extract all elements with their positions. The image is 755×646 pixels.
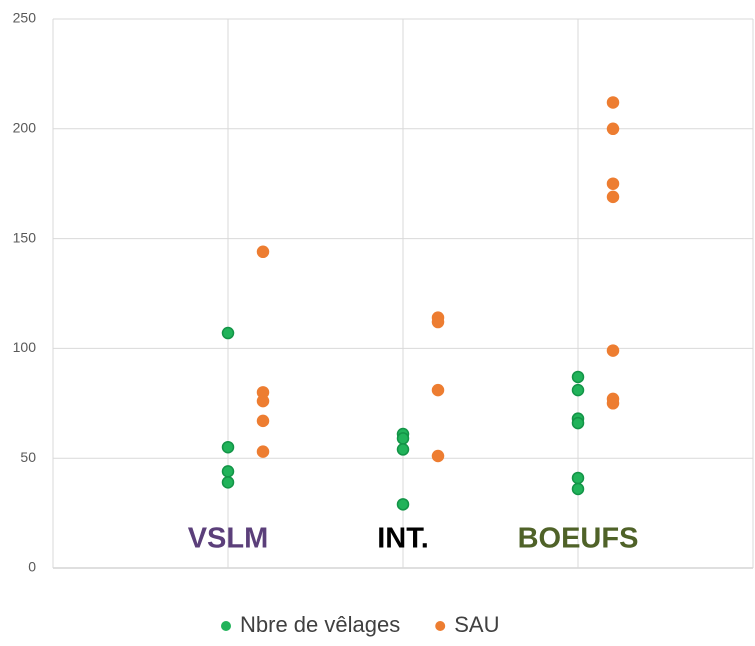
point xyxy=(571,482,585,496)
point xyxy=(571,471,585,485)
point xyxy=(396,443,410,456)
legend-label: SAU xyxy=(454,612,499,637)
y-tick-label: 250 xyxy=(13,10,37,26)
point xyxy=(221,440,235,454)
point xyxy=(571,370,585,384)
point xyxy=(396,432,410,445)
point xyxy=(256,245,270,259)
y-tick-label: 100 xyxy=(13,339,37,355)
point xyxy=(431,449,445,463)
point xyxy=(571,383,585,397)
point xyxy=(256,445,270,458)
point xyxy=(606,344,620,357)
annotation: INT. xyxy=(377,523,429,555)
y-tick-label: 0 xyxy=(28,559,36,575)
point xyxy=(256,414,270,428)
point xyxy=(221,465,235,478)
point xyxy=(396,498,410,511)
point xyxy=(606,96,620,109)
point xyxy=(571,416,585,430)
y-tick-label: 200 xyxy=(13,120,37,136)
legend-marker xyxy=(435,621,446,631)
annotation: VSLM xyxy=(188,523,269,555)
point xyxy=(606,122,620,136)
annotation: BOEUFS xyxy=(518,523,639,555)
y-tick-label: 50 xyxy=(20,449,36,465)
y-tick-label: 150 xyxy=(13,229,37,245)
point xyxy=(221,326,235,340)
point xyxy=(606,190,620,204)
point xyxy=(431,383,445,397)
point xyxy=(221,476,235,489)
legend-marker xyxy=(221,621,231,631)
point xyxy=(256,394,270,408)
legend-label: Nbre de vêlages xyxy=(240,612,400,637)
point xyxy=(606,177,620,190)
point xyxy=(431,315,445,329)
point xyxy=(606,397,620,410)
